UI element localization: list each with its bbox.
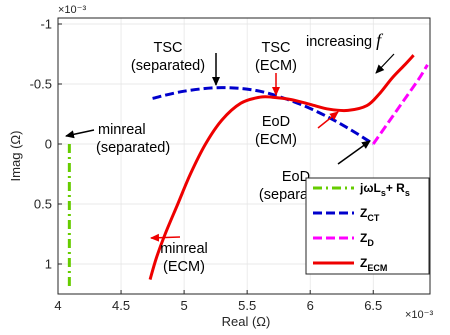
x-axis-label: Real (Ω) <box>222 314 271 329</box>
annotation-text: (ECM) <box>255 58 297 74</box>
annotation-text: (ECM) <box>163 259 205 275</box>
annotation-arrow <box>65 129 95 139</box>
annotation-text: minreal <box>160 241 208 257</box>
x-tick-label: 5 <box>180 298 187 313</box>
y-exponent-label: ×10⁻³ <box>58 4 86 16</box>
y-tick-label: 1 <box>45 257 52 272</box>
y-tick-label: 0 <box>45 137 52 152</box>
annotation-text: minreal <box>98 122 146 138</box>
annotation-eod-ecm: EoD (ECM) <box>255 111 339 148</box>
svg-text:EoD(ECM): EoD (ECM) <box>255 114 297 148</box>
y-tick-label: -1 <box>40 17 52 32</box>
annotation-text: TSC <box>262 40 291 56</box>
series-line-3 <box>148 54 415 281</box>
annotation-tsc-separated: TSC (separated) <box>131 40 220 86</box>
annotation-arrow <box>150 233 181 242</box>
annotation-text: increasing <box>306 34 376 50</box>
legend-label-2: ZD <box>360 231 374 248</box>
plot-frame <box>57 17 431 295</box>
annotation-text: (separated) <box>131 58 205 74</box>
svg-text:minreal(ECM): minreal (ECM) <box>160 241 208 275</box>
x-tick-label: 5.5 <box>238 298 256 313</box>
annotation-text: f <box>376 30 384 50</box>
svg-text:increasing f: increasing f <box>306 30 384 50</box>
legend: jωLs+ Rs ZCT ZD ZECM <box>305 177 430 275</box>
legend-box <box>305 177 430 275</box>
x-tick-label: 6 <box>307 298 314 313</box>
annotation-minreal-separated: minreal (separated) <box>65 122 170 156</box>
series-line-2 <box>372 64 429 145</box>
annotation-arrow <box>375 53 395 74</box>
ticks: 4 4.5 5 5.5 6 6.5 -1 -0.5 0 0.5 1 <box>30 17 383 314</box>
annotation-text: EoD <box>262 114 290 130</box>
y-axis-label: Imag (Ω) <box>8 131 23 182</box>
legend-label-0: jωLs+ Rs <box>359 181 410 198</box>
annotation-text: (separated) <box>96 140 170 156</box>
annotation-text: TSC <box>154 40 183 56</box>
x-exponent-label: ×10⁻³ <box>405 309 433 321</box>
svg-text:TSC(separated): TSC (separated) <box>131 40 205 74</box>
series-layer <box>67 54 429 288</box>
annotation-arrow <box>337 140 371 165</box>
svg-text:TSC(ECM): TSC (ECM) <box>255 40 297 74</box>
x-tick-label: 4.5 <box>112 298 130 313</box>
legend-label-3: ZECM <box>360 256 387 273</box>
annotation-tsc-ecm: TSC (ECM) <box>255 40 297 96</box>
x-tick-label: 6.5 <box>364 298 382 313</box>
y-tick-label: -0.5 <box>30 77 52 92</box>
legend-label-1: ZCT <box>360 206 380 223</box>
svg-text:minreal(separated): minreal (separated) <box>96 122 170 156</box>
annotation-minreal-ecm: minreal (ECM) <box>150 233 208 275</box>
annotation-increasing-f: increasing f <box>306 30 395 74</box>
annotation-arrow <box>317 111 339 129</box>
y-tick-label: 0.5 <box>34 197 52 212</box>
x-tick-label: 4 <box>54 298 61 313</box>
annotation-text: EoD <box>282 169 310 185</box>
annotation-text: (ECM) <box>255 132 297 148</box>
series-line-1 <box>152 86 375 146</box>
